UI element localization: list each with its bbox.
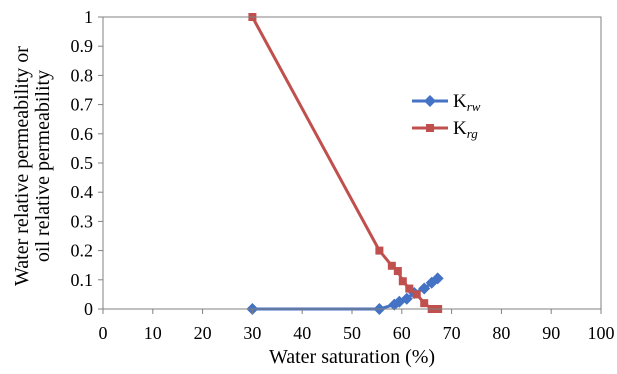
legend-label-krg: Krg [453,118,478,141]
x-tick-labels: 0 10 20 30 40 50 60 70 80 90 100 [99,323,615,343]
y-axis-title-line-2: oil relative permeability [32,70,54,262]
series-krg-point [393,267,402,276]
x-axis-title: Water saturation (%) [269,346,435,368]
series-krg-point [387,261,396,270]
x-tick-label: 0 [99,323,108,343]
axis-ticks [98,16,602,314]
legend-entry-krw: Krw [412,91,481,114]
series-krw-point [431,272,444,285]
series-krw-point [418,282,431,295]
series-krg-point [375,246,384,255]
series-krg-point [412,290,421,299]
y-tick-label: 0.3 [71,211,94,231]
legend-swatch-marker-krg [426,124,434,132]
series-krw-point [400,292,413,305]
x-tick-label: 80 [492,323,510,343]
plot-area-frame [102,16,602,310]
series-krg-point [405,284,414,293]
y-axis-title-line-1: Water relative permeability or [11,46,33,286]
series-krw [246,272,444,315]
x-tick-label: 20 [194,323,212,343]
y-tick-label: 1 [84,7,93,27]
series-krg-point [398,277,407,286]
y-tick-label: 0.8 [71,65,94,85]
y-tick-labels: 0 0.1 0.2 0.3 0.4 0.5 0.6 0.7 0.8 0.9 1 [71,7,94,319]
y-tick-label: 0 [84,299,93,319]
y-tick-label: 0.7 [71,95,94,115]
y-tick-label: 0.5 [71,153,94,173]
x-tick-label: 100 [588,323,615,343]
series-krg-point [420,299,429,308]
y-tick-label: 0.9 [71,36,94,56]
x-tick-label: 70 [443,323,461,343]
y-tick-label: 0.1 [71,270,94,290]
legend-swatch-marker-krw [424,95,436,107]
y-tick-label: 0.2 [71,241,94,261]
legend-entry-krg: Krg [412,118,478,141]
legend: Krw Krg [412,91,481,141]
x-tick-label: 90 [542,323,560,343]
y-tick-label: 0.4 [71,182,94,202]
y-tick-label: 0.6 [71,124,94,144]
series-krg-line [251,16,439,311]
series-krg [248,13,443,313]
legend-label-krw: Krw [453,91,481,114]
x-tick-label: 10 [144,323,162,343]
x-tick-label: 30 [243,323,261,343]
x-tick-label: 50 [343,323,361,343]
x-tick-label: 40 [293,323,311,343]
x-tick-label: 60 [393,323,411,343]
series-layer [246,13,444,315]
